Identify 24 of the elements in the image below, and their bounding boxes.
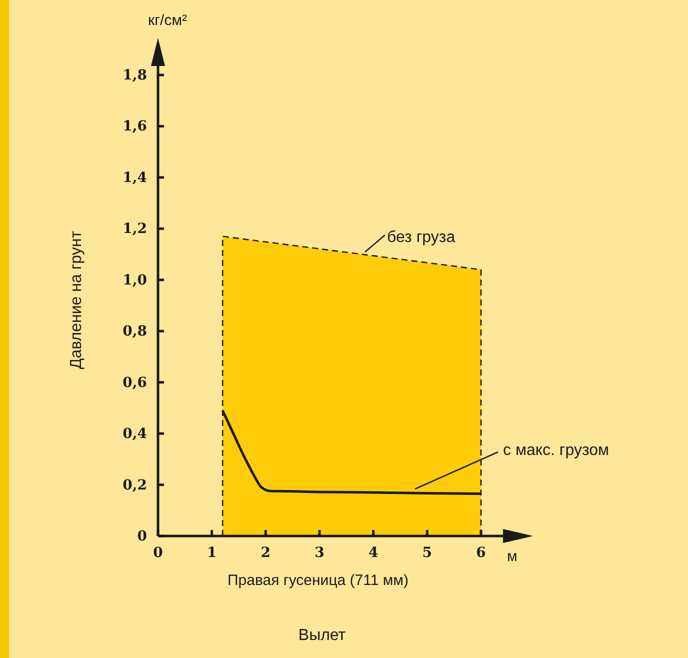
text: м [507,548,518,565]
x-tick-label: 2 [260,545,271,562]
text: с макс. грузом [503,442,610,459]
y-tick-label: 0 [137,528,148,544]
x-tick-label: 0 [153,545,164,562]
y-tick-label: 1,8 [122,67,147,84]
x-tick-label: 4 [368,545,378,562]
x-tick-label: 1 [206,545,217,562]
x-tick-label: 3 [314,545,324,562]
y-tick-label: 0,6 [122,374,147,391]
y-tick-label: 0,4 [122,426,148,442]
y-tick-label: 1,4 [122,170,148,186]
x-tick-label: 6 [476,545,486,562]
text: Правая гусеница (711 мм) [227,572,409,589]
y-axis-title: Давление на грунт [68,230,85,370]
y-tick-label: 1,0 [122,272,148,288]
y-tick-label: 1,2 [122,221,147,238]
legend-label: без груза [387,229,456,246]
x-axis-title: Вылет [298,627,346,644]
y-tick-label: 1,6 [122,118,147,135]
y-tick-label: 0,8 [122,324,147,340]
x-tick-label: 5 [422,545,432,562]
y-tick-label: 0,2 [122,477,147,494]
text: кг/см² [148,12,188,29]
